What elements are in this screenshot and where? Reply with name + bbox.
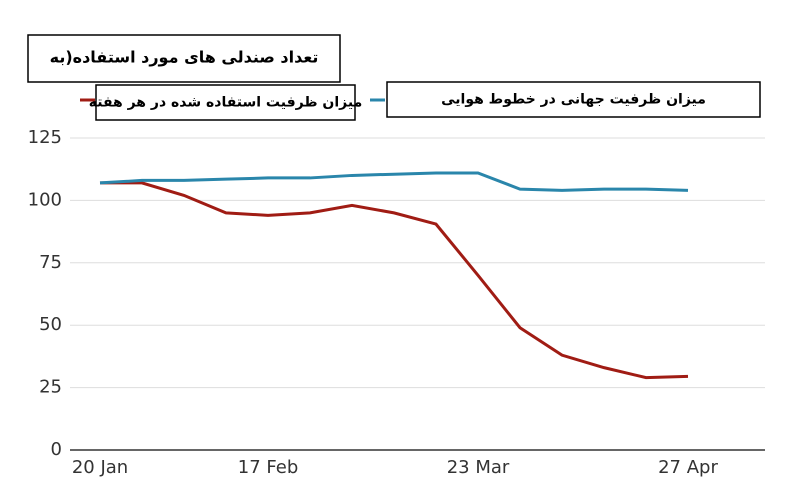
legend-box [95,84,356,121]
y-tick-label: 50 [39,314,62,335]
line [99,171,689,192]
y-tick-label: 125 [28,127,62,148]
y-tick-label: 100 [28,189,62,210]
y-tick-label: 25 [39,377,62,398]
y-tick-label: 75 [39,252,62,273]
legend-label: میزان ظرفیت جهانی در خطوط هوایی [441,92,706,108]
x-tick-label: 17 Feb [238,457,299,478]
chart-title: تعداد صندلی های مورد استفاده(به [50,48,319,67]
legend-box [386,81,761,118]
y-tick-label: 0 [51,439,62,460]
x-tick-label: 27 Apr [658,457,718,478]
x-tick-label: 23 Mar [447,457,510,478]
legend-label: میزان ظرفیت استفاده شده در هر هفته [89,95,363,111]
title-box [27,34,341,83]
x-tick-label: 20 Jan [72,457,128,478]
line [100,181,689,380]
